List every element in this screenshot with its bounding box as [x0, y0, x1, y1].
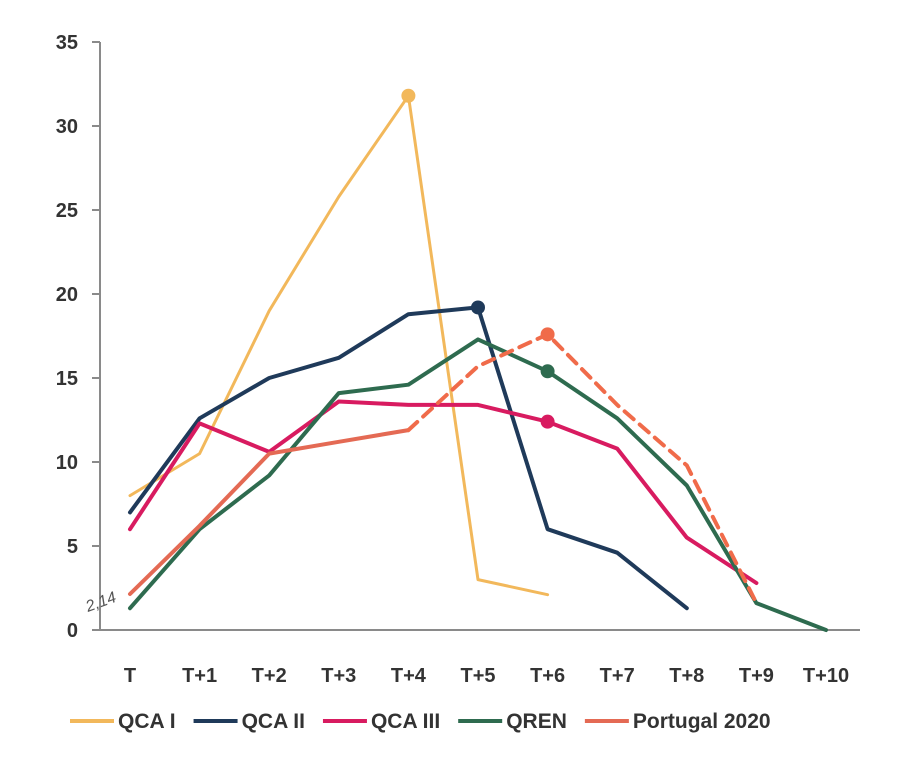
series-layer	[128, 94, 828, 632]
chart-legend: QCA I QCA II QCA III QREN Portugal 2020	[70, 710, 771, 733]
x-tick-label: T+7	[600, 665, 635, 687]
x-tick-label: T+10	[803, 665, 849, 687]
series-line-portugal-2020	[128, 428, 411, 596]
legend-label: QCA I	[118, 710, 176, 733]
x-tick-label: T+3	[321, 665, 356, 687]
x-tick-label: T+6	[530, 665, 565, 687]
x-tick-label: T+1	[182, 665, 217, 687]
y-tick-label: 10	[56, 452, 78, 474]
legend-label: QCA III	[371, 710, 440, 733]
series-marker-qren	[540, 364, 555, 379]
legend-label: QREN	[506, 710, 567, 733]
series-line-qca-iii	[128, 399, 759, 585]
legend-label: QCA II	[242, 710, 305, 733]
y-tick-label: 25	[56, 200, 78, 222]
series-line-qca-ii	[128, 305, 689, 611]
y-tick-label: 5	[67, 536, 78, 558]
x-tick-label: T	[124, 665, 136, 687]
series-line-portugal-2020-forecast	[406, 332, 759, 606]
x-tick-label: T+5	[460, 665, 495, 687]
series-marker-qca-ii	[471, 300, 485, 315]
series-line-qca-i	[128, 94, 550, 597]
legend-label: Portugal 2020	[633, 710, 771, 733]
series-marker-qca-i	[401, 88, 416, 103]
markers-layer	[401, 88, 555, 429]
y-tick-label: 15	[56, 368, 78, 390]
series-marker-qca-iii	[540, 414, 555, 429]
chart-axes: 0 5 10 15 20 25 30 35 T T+1 T+2 T+3 T+4 T+5 T+6 T+7 T+8 T…	[56, 32, 860, 687]
x-tick-label: T+2	[252, 665, 287, 687]
series-marker-portugal-2020-forecast	[540, 327, 555, 342]
y-tick-label: 35	[56, 32, 78, 54]
x-tick-label: T+8	[669, 665, 704, 687]
y-tick-label: 0	[67, 620, 78, 642]
y-tick-label: 30	[56, 116, 78, 138]
series-line-qren	[128, 337, 828, 632]
y-tick-label: 20	[56, 284, 78, 306]
x-tick-label: T+9	[739, 665, 774, 687]
x-tick-label: T+4	[391, 665, 427, 687]
